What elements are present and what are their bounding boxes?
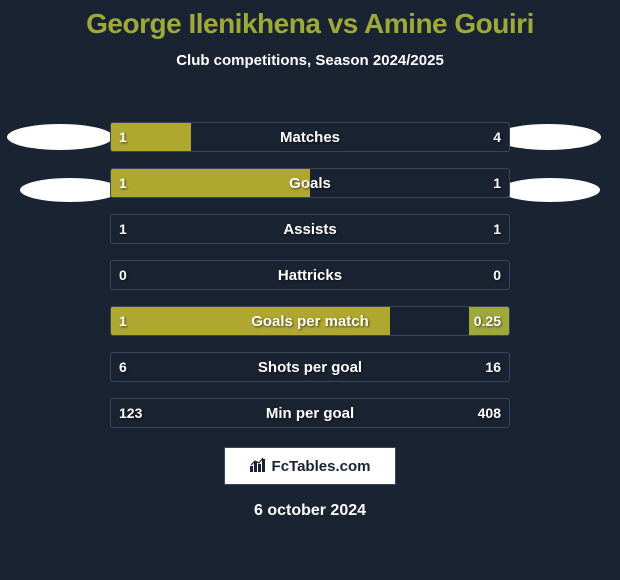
stat-label: Hattricks	[111, 261, 509, 289]
team-logo-placeholder	[495, 124, 601, 150]
team-logo-placeholder	[500, 178, 600, 202]
comparison-title: George Ilenikhena vs Amine Gouiri	[0, 0, 620, 40]
stat-row: 123408Min per goal	[110, 398, 510, 428]
stat-label: Min per goal	[111, 399, 509, 427]
logo-text: FcTables.com	[272, 458, 371, 475]
stat-row: 11Assists	[110, 214, 510, 244]
team-logo-placeholder	[20, 178, 120, 202]
stat-bars-container: 14Matches 11Goals 11Assists 00Hattricks 10.2…	[110, 122, 510, 444]
chart-icon	[250, 456, 268, 476]
stat-label: Goals per match	[111, 307, 509, 335]
stat-row: 10.25Goals per match	[110, 306, 510, 336]
stat-label: Shots per goal	[111, 353, 509, 381]
stat-row: 14Matches	[110, 122, 510, 152]
stat-row: 616Shots per goal	[110, 352, 510, 382]
stat-row: 11Goals	[110, 168, 510, 198]
comparison-subtitle: Club competitions, Season 2024/2025	[0, 52, 620, 69]
stat-label: Matches	[111, 123, 509, 151]
stat-label: Assists	[111, 215, 509, 243]
team-logo-placeholder	[7, 124, 113, 150]
stat-label: Goals	[111, 169, 509, 197]
snapshot-date: 6 october 2024	[0, 502, 620, 520]
stat-row: 00Hattricks	[110, 260, 510, 290]
fctables-logo: FcTables.com	[224, 447, 396, 485]
